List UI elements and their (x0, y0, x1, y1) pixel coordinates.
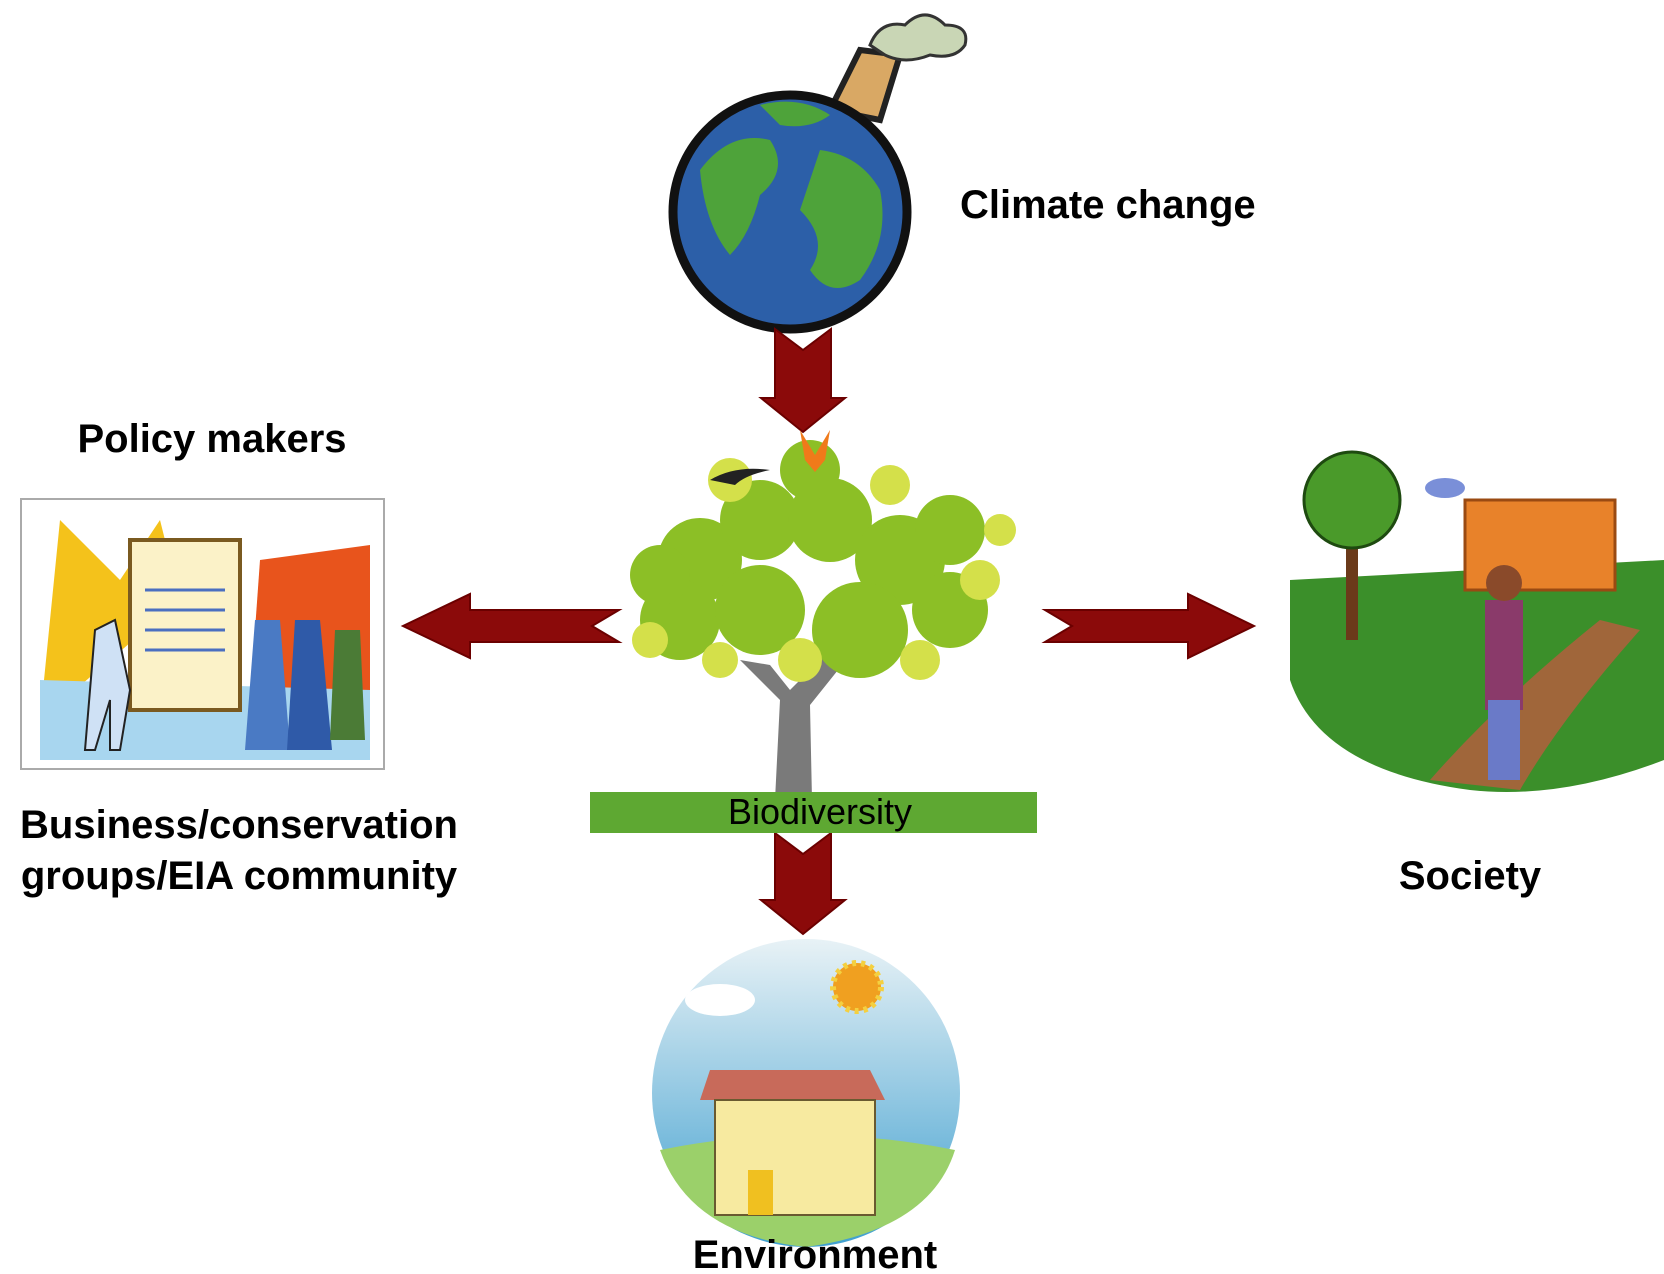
policy-illustration (21, 499, 384, 769)
business-label: groups/EIA community (21, 854, 458, 898)
arrow-left (403, 594, 619, 658)
biodiversity-label: Biodiversity (728, 791, 912, 832)
globe-illustration (673, 15, 966, 329)
arrow-right (1045, 594, 1254, 658)
environment-label: Environment (693, 1233, 937, 1274)
society-illustration (1290, 452, 1664, 792)
diagram: Climate change Biodiversity Policy maker… (0, 0, 1664, 1274)
policy-label: Policy makers (77, 417, 346, 461)
climate-label: Climate change (960, 183, 1256, 227)
arrow-down-bottom (761, 833, 845, 934)
society-label: Society (1399, 854, 1542, 898)
arrow-down-top (761, 329, 845, 432)
tree-illustration (630, 430, 1016, 800)
business-label: Business/conservation (20, 803, 458, 847)
environment-illustration (652, 939, 960, 1247)
